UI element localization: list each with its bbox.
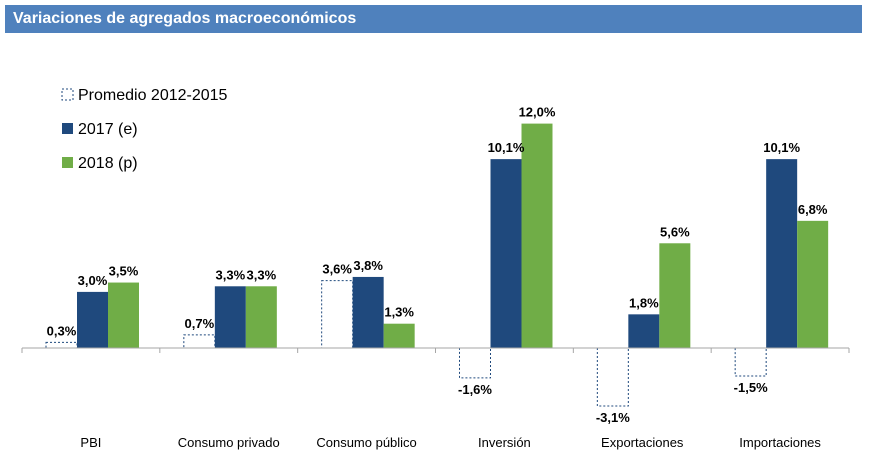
- bar-y2018-4: [659, 243, 691, 348]
- data-label-y2018-5: 6,8%: [798, 202, 828, 217]
- data-label-y2017-1: 3,3%: [216, 267, 246, 282]
- bar-promedio-2: [321, 280, 354, 349]
- bar-promedio-5: [734, 347, 767, 377]
- data-label-y2018-2: 1,3%: [384, 305, 414, 320]
- data-label-promedio-2: 3,6%: [322, 262, 352, 277]
- category-labels: PBI Consumo privado Consumo público Inversi…: [80, 435, 821, 450]
- bars-group: [45, 123, 829, 407]
- bar-y2017-3: [490, 159, 522, 348]
- bar-y2017-2: [352, 276, 384, 348]
- bar-y2018-3: [521, 123, 553, 348]
- data-labels: 0,3% 3,0%3,5% 0,7% 3,3% 3,3% 3,6% 3,8% 1,3% -1,6…: [47, 105, 828, 425]
- legend: Promedio 2012-2015 2017 (e) 2018 (p): [61, 87, 228, 172]
- data-label-y2017-2: 3,8%: [353, 258, 383, 273]
- data-label-y2017-5: 10,1%: [763, 140, 800, 155]
- legend-swatch-y2017: [62, 123, 73, 134]
- bar-promedio-3: [459, 347, 491, 379]
- legend-label-y2018: 2018 (p): [78, 155, 138, 172]
- bar-y2017-1: [214, 286, 246, 348]
- legend-label-promedio: Promedio 2012-2015: [78, 87, 228, 104]
- chart-title-banner: Variaciones de agregados macroeconómicos: [5, 5, 862, 33]
- bar-y2018-5: [797, 220, 829, 348]
- bar-y2018-0: [108, 282, 139, 348]
- category-label-5: Importaciones: [739, 435, 821, 450]
- data-label-y2017-4: 1,8%: [629, 295, 659, 310]
- data-label-y2018-3: 12,0%: [519, 105, 556, 120]
- data-label-promedio-1: 0,7%: [185, 316, 215, 331]
- bar-promedio-0: [45, 341, 78, 349]
- data-label-y2017-0: 3,0%: [78, 273, 108, 288]
- data-label-y2018-4: 5,6%: [660, 224, 690, 239]
- data-label-promedio-0: 0,3%: [47, 323, 77, 338]
- category-label-1: Consumo privado: [178, 435, 280, 450]
- category-label-4: Exportaciones: [601, 435, 684, 450]
- bar-promedio-1: [183, 334, 216, 349]
- data-label-promedio-5: -1,5%: [734, 380, 768, 395]
- bar-y2017-5: [766, 159, 798, 348]
- category-label-0: PBI: [80, 435, 101, 450]
- category-label-2: Consumo público: [316, 435, 416, 450]
- legend-swatch-promedio: [61, 88, 74, 101]
- bar-y2018-2: [383, 323, 415, 348]
- bar-y2018-1: [245, 286, 277, 348]
- bar-promedio-4: [596, 347, 629, 407]
- bar-y2017-0: [77, 291, 108, 348]
- data-label-y2018-1: 3,3%: [247, 267, 277, 282]
- legend-swatch-y2018: [62, 157, 73, 168]
- category-label-3: Inversión: [478, 435, 531, 450]
- data-label-y2018-0: 3,5%: [109, 264, 139, 279]
- x-axis: [21, 347, 850, 353]
- data-label-promedio-3: -1,6%: [458, 382, 492, 397]
- legend-label-y2017: 2017 (e): [78, 121, 138, 138]
- data-label-promedio-4: -3,1%: [596, 410, 630, 425]
- chart-title: Variaciones de agregados macroeconómicos: [13, 10, 357, 27]
- data-label-y2017-3: 10,1%: [488, 140, 525, 155]
- bar-y2017-4: [628, 314, 660, 348]
